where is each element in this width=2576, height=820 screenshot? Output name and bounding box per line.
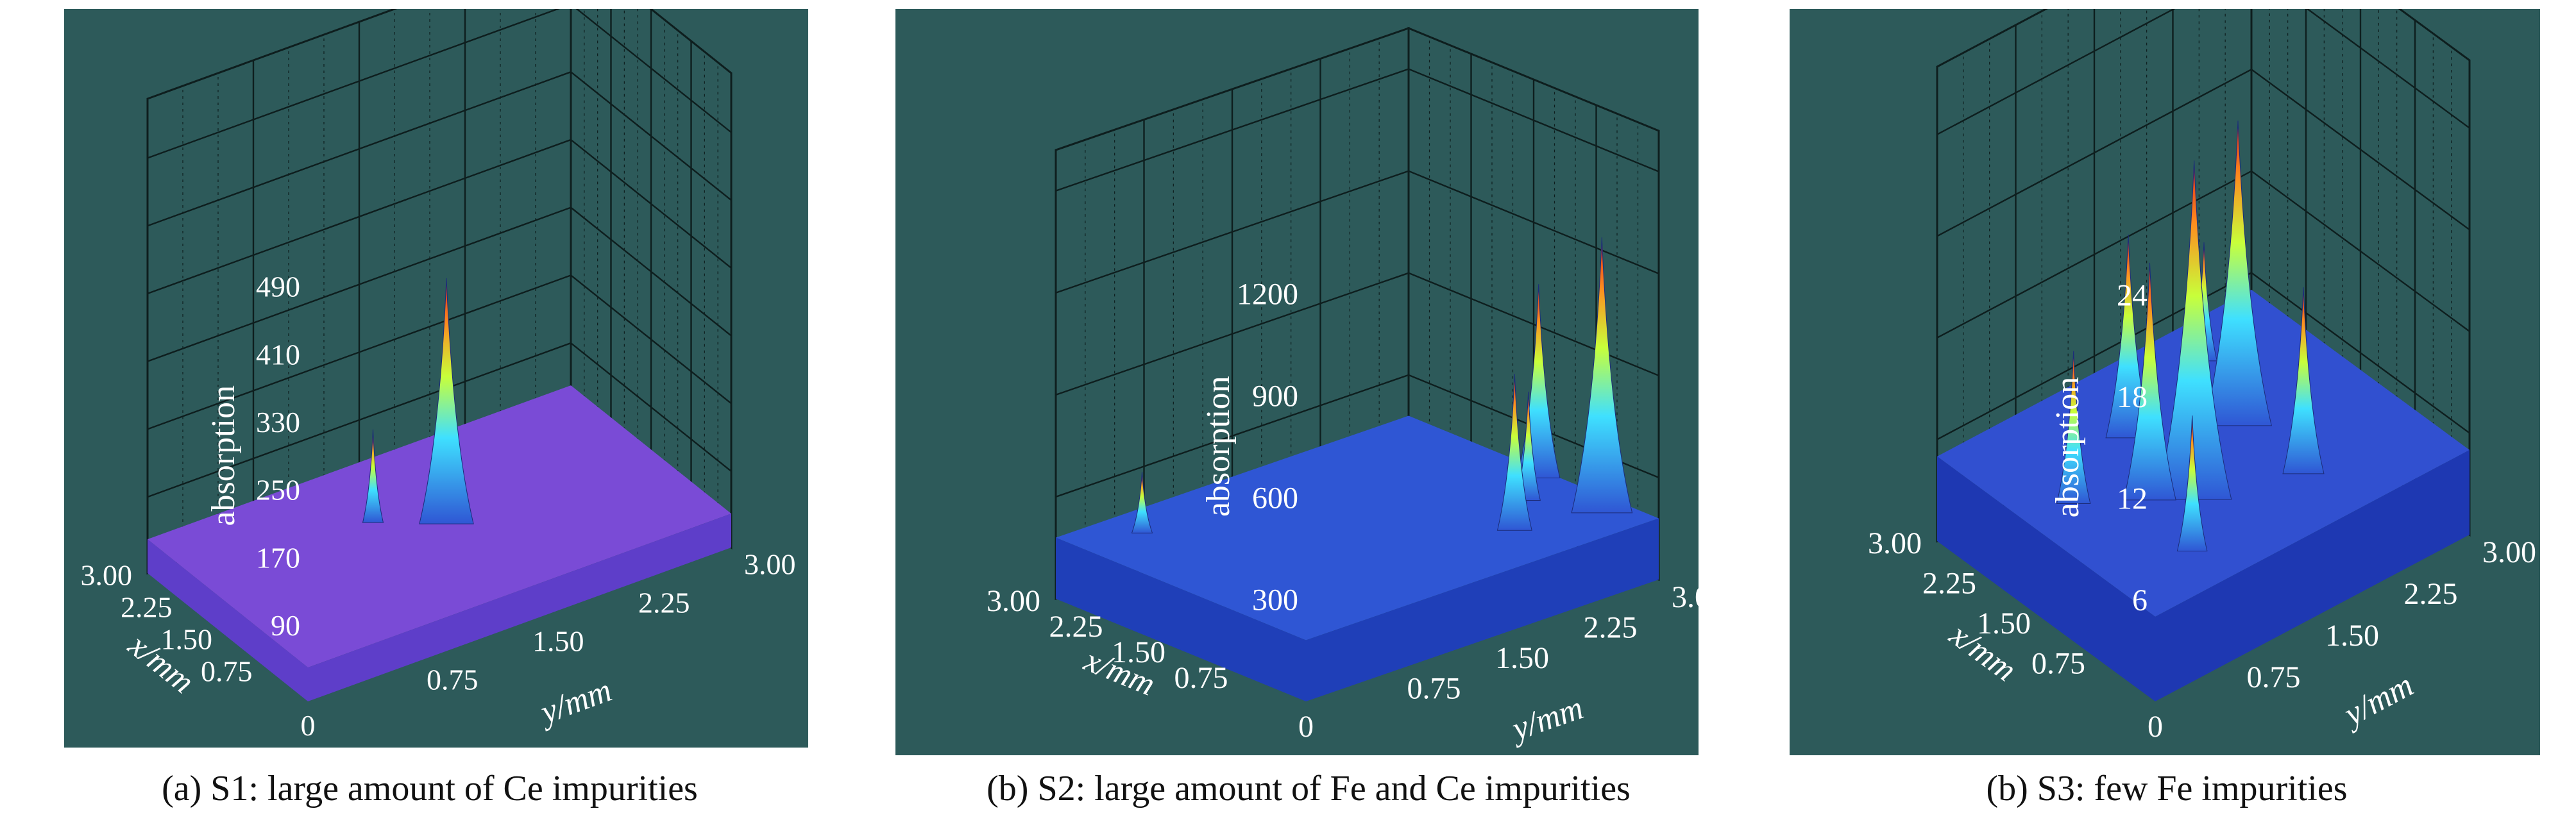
surface-side-y bbox=[308, 514, 731, 701]
peak-1 bbox=[419, 278, 474, 524]
y-tick-label: 2.25 bbox=[638, 586, 690, 619]
peak-7 bbox=[2176, 415, 2208, 552]
z-tick-label: 330 bbox=[256, 406, 300, 439]
grid-line bbox=[1936, 170, 2470, 339]
surface-plot-a: 90170250330410490absorption0.751.502.253… bbox=[64, 9, 808, 748]
z-tick-label: 18 bbox=[2117, 380, 2148, 414]
surface-plot-c: 6121824absorption0.751.502.253.000.751.5… bbox=[1790, 9, 2540, 755]
z-tick-label: 900 bbox=[1252, 380, 1298, 414]
grid-line bbox=[147, 342, 732, 498]
z-tick-label: 300 bbox=[1252, 583, 1298, 617]
peak-2 bbox=[1571, 237, 1633, 514]
caption-b: (b) S2: large amount of Fe and Ce impuri… bbox=[987, 769, 1631, 808]
y-tick-label: 1.50 bbox=[532, 624, 584, 657]
x-tick-label: 1.50 bbox=[1112, 635, 1165, 669]
y-tick-label: 0.75 bbox=[2247, 660, 2301, 694]
surface-side-x bbox=[1056, 537, 1306, 701]
x-tick-label: 3.00 bbox=[81, 558, 133, 591]
z-tick-label: 1200 bbox=[1237, 277, 1298, 311]
grid-line bbox=[1055, 68, 1659, 192]
z-tick-label: 24 bbox=[2117, 279, 2148, 313]
surface-side-x bbox=[1937, 456, 2155, 701]
origin-label: 0 bbox=[301, 709, 316, 742]
z-axis-label: absorption bbox=[1200, 376, 1237, 517]
grid-line bbox=[1055, 374, 1659, 498]
panel-a: 90 170 250 330 410 490 absorption 0.75 1.50 2.25 3… bbox=[0, 0, 860, 820]
grid-line bbox=[147, 9, 732, 159]
peak-3 bbox=[2282, 287, 2325, 474]
grid-line bbox=[1936, 9, 2470, 135]
z-tick-label: 490 bbox=[256, 271, 300, 303]
grid-line bbox=[147, 206, 732, 362]
grid-line bbox=[147, 274, 732, 430]
y-tick-label: 0.75 bbox=[1407, 672, 1461, 706]
grid-line bbox=[147, 138, 732, 295]
peak-4 bbox=[2156, 160, 2232, 500]
y-tick-label: 3.00 bbox=[2482, 535, 2536, 569]
panel-c: 6 12 18 24 absorption 0.75 1.50 2.25 3.00 0.75 1.5… bbox=[1758, 0, 2576, 820]
origin-label: 0 bbox=[2148, 710, 2163, 744]
x-tick-label: 0.75 bbox=[201, 655, 253, 687]
grid-line bbox=[1055, 170, 1659, 294]
z-tick-label: 600 bbox=[1252, 481, 1298, 515]
x-tick-label: 2.25 bbox=[1049, 610, 1103, 644]
x-tick-label: 3.00 bbox=[1868, 526, 1922, 560]
z-tick-label: 170 bbox=[256, 541, 300, 574]
y-tick-label: 2.25 bbox=[2404, 577, 2458, 611]
x-tick-label: 1.50 bbox=[161, 623, 213, 655]
y-tick-label: 3.00 bbox=[1672, 580, 1699, 614]
peak-6 bbox=[2056, 351, 2091, 505]
x-tick-label: 2.25 bbox=[1922, 567, 1976, 601]
grid-line bbox=[147, 71, 732, 227]
peak-0 bbox=[362, 429, 384, 523]
caption-c: (b) S3: few Fe impurities bbox=[1986, 769, 2348, 808]
peak-1 bbox=[2204, 121, 2272, 426]
z-tick-label: 410 bbox=[256, 338, 300, 371]
grid-line bbox=[1055, 272, 1659, 396]
surface-plane bbox=[148, 385, 731, 668]
z-tick-label: 12 bbox=[2117, 482, 2148, 516]
peak-3 bbox=[1131, 471, 1153, 533]
surface-side-y bbox=[1306, 518, 1659, 701]
z-tick-label: 90 bbox=[271, 609, 300, 642]
x-tick-label: 2.25 bbox=[121, 590, 173, 623]
grid-line bbox=[1936, 272, 2470, 440]
z-axis-label: absorption bbox=[205, 385, 242, 526]
caption-a: (a) S1: large amount of Ce impurities bbox=[162, 769, 698, 808]
x-tick-label: 0.75 bbox=[1174, 661, 1228, 695]
surface-side-y bbox=[2155, 449, 2470, 701]
peak-4 bbox=[1496, 374, 1532, 531]
peak-5 bbox=[2123, 262, 2176, 501]
y-tick-label: 1.50 bbox=[2325, 619, 2379, 653]
panel-b: 300 600 900 1200 absorption 0.75 1.50 2.25 3.00 0… bbox=[860, 0, 1758, 820]
grid-line bbox=[1936, 68, 2470, 237]
y-tick-label: 1.50 bbox=[1495, 641, 1549, 675]
z-axis-label: absorption bbox=[2049, 377, 2086, 518]
z-tick-label: 250 bbox=[256, 474, 300, 506]
surface-plot-b: 300 600 900 1200 absorption 0.75 1.50 2.25 3.00 0… bbox=[895, 9, 1699, 755]
x-tick-label: 1.50 bbox=[1977, 607, 2031, 640]
y-tick-label: 0.75 bbox=[427, 663, 479, 696]
z-tick-label: 6 bbox=[2132, 583, 2148, 617]
origin-label: 0 bbox=[1298, 710, 1314, 744]
x-tick-label: 3.00 bbox=[987, 584, 1040, 618]
surface-side-x bbox=[148, 539, 308, 701]
x-tick-label: 0.75 bbox=[2031, 647, 2085, 681]
y-tick-label: 3.00 bbox=[744, 548, 796, 580]
y-tick-label: 2.25 bbox=[1584, 611, 1638, 645]
